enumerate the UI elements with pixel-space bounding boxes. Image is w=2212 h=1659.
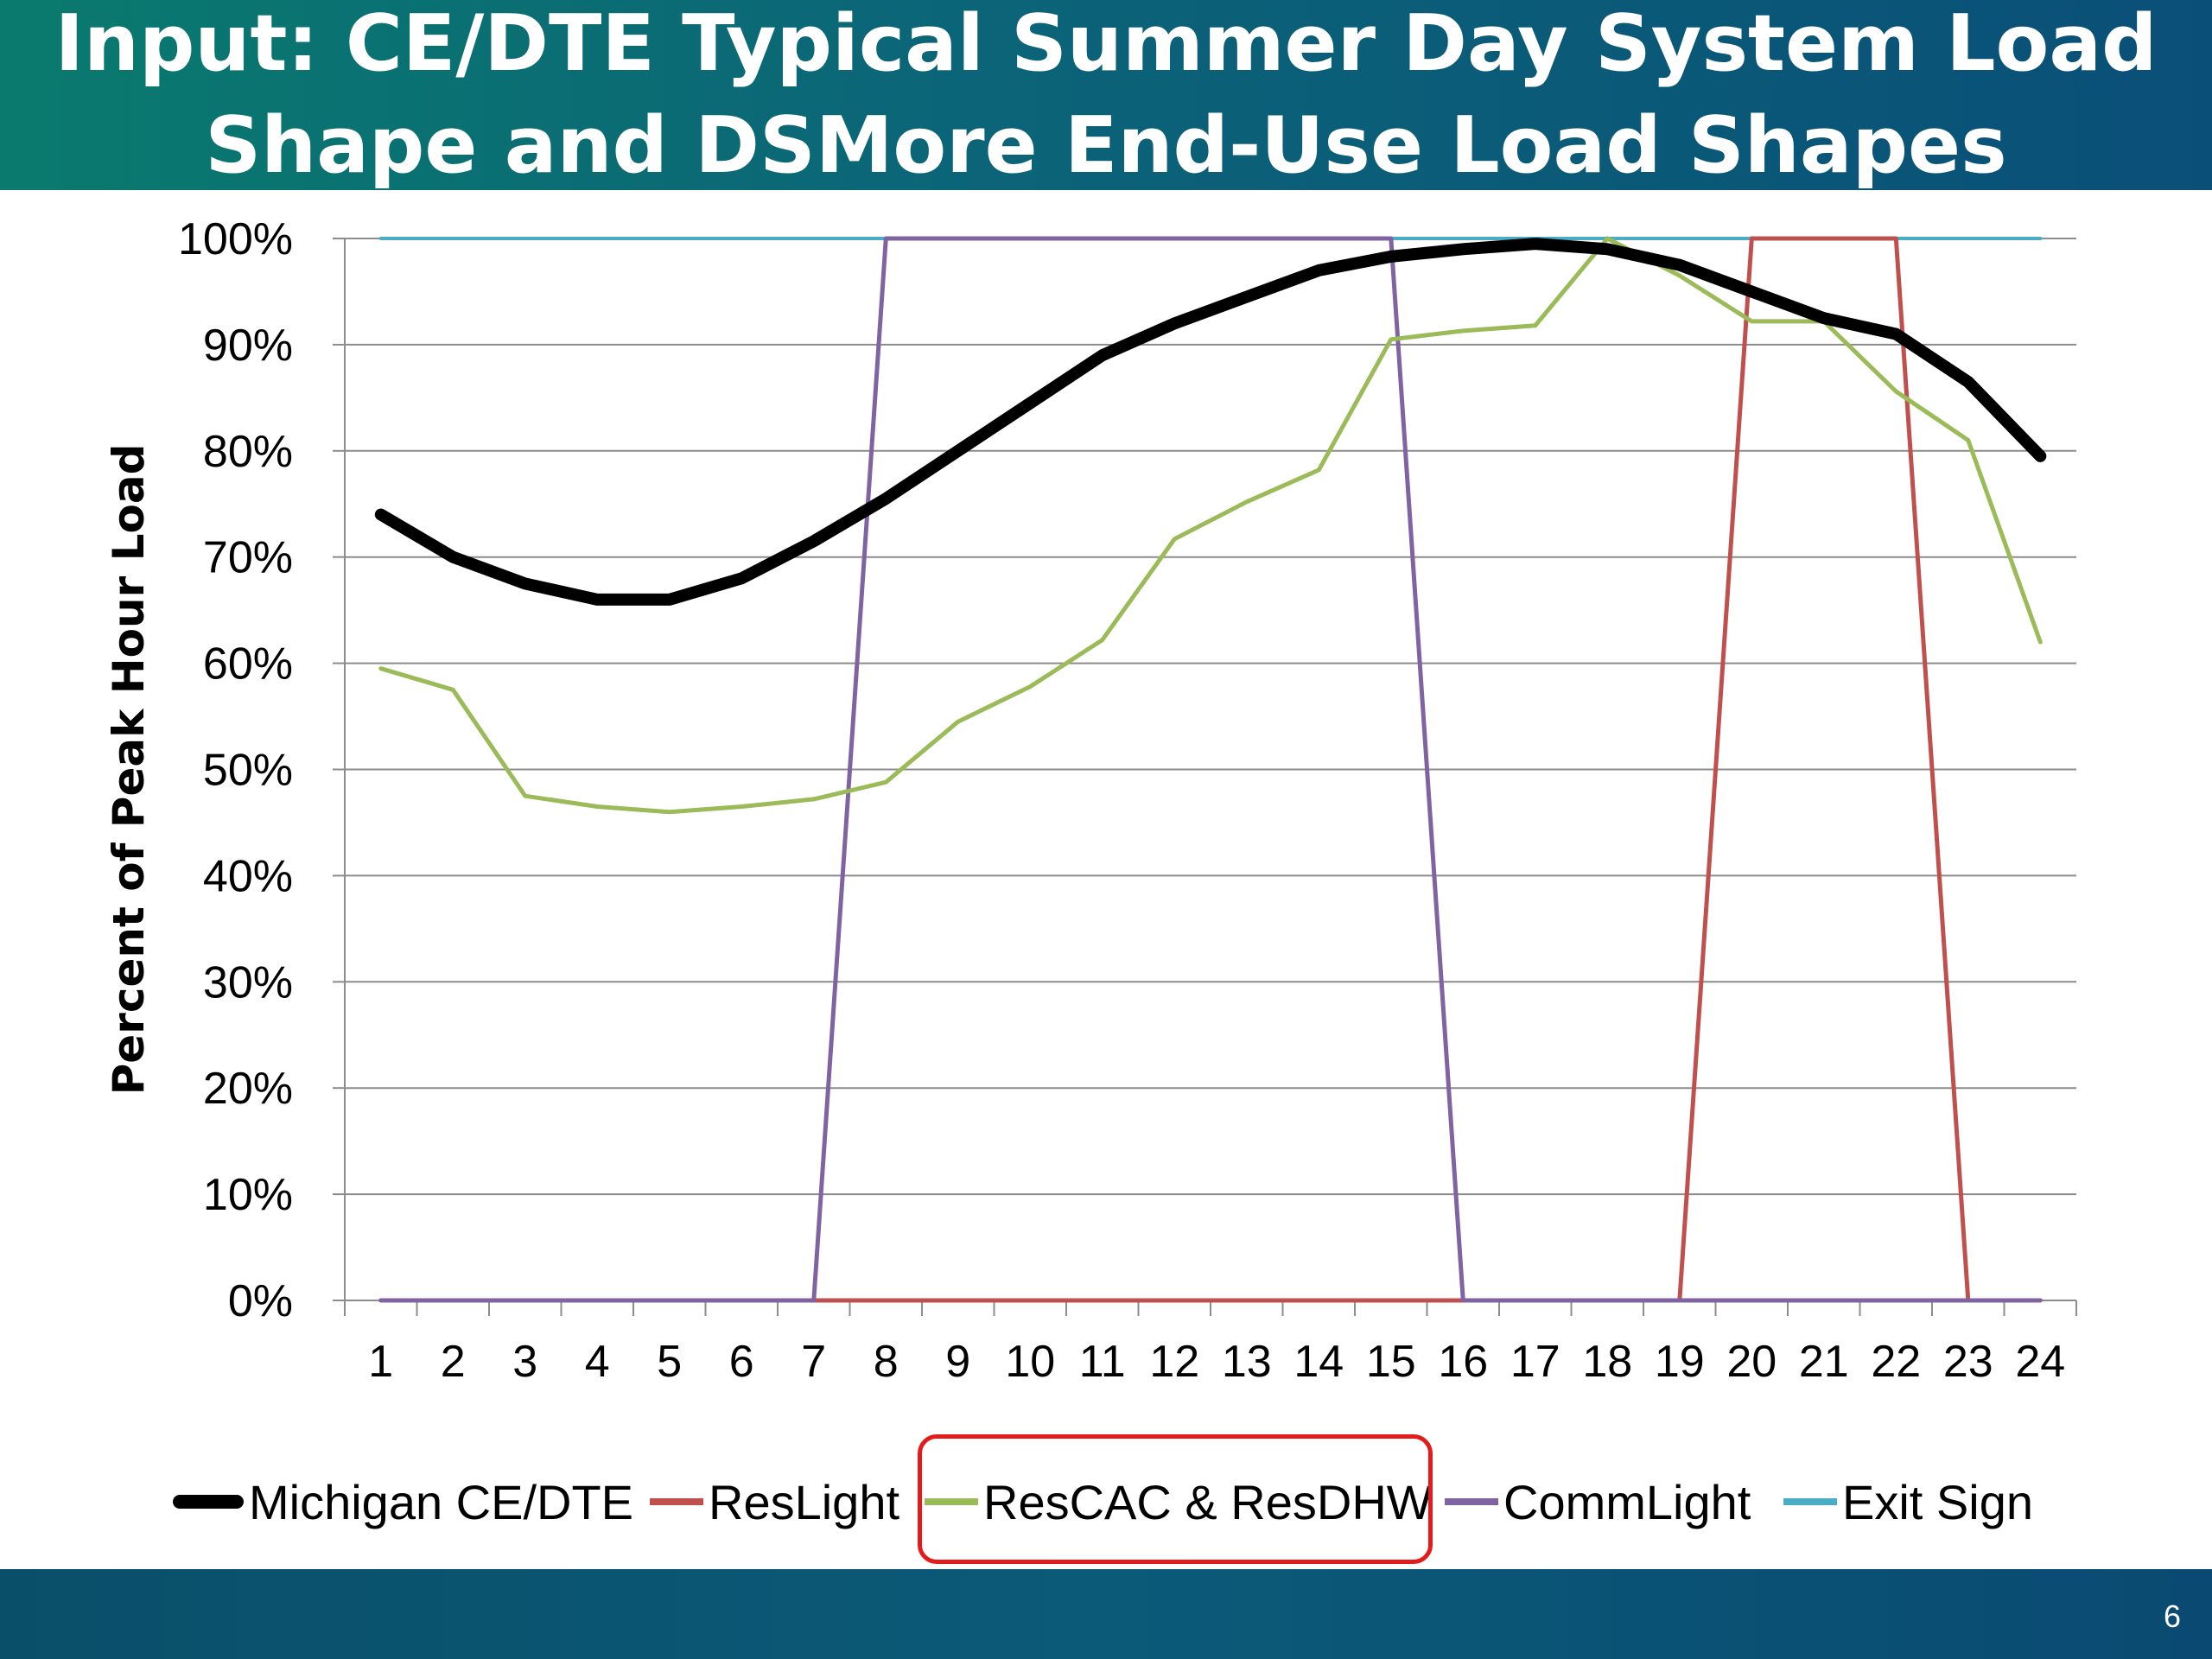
- legend-swatch: [925, 1498, 978, 1505]
- x-tick-label: 17: [1510, 1337, 1560, 1387]
- series-layer: [374, 236, 2047, 1303]
- series-line-michigan-ce-dte: [374, 238, 2047, 606]
- legend-item: ResCAC & ResDHW: [925, 1459, 1433, 1545]
- legend-label: Michigan CE/DTE: [249, 1474, 634, 1529]
- x-tick-label: 14: [1294, 1337, 1344, 1387]
- grid-lines: [345, 238, 2076, 1301]
- x-tick-label: 13: [1222, 1337, 1272, 1387]
- x-tick-label: 9: [945, 1337, 970, 1387]
- x-tick-label: 19: [1655, 1337, 1705, 1387]
- x-tick-label: 1: [368, 1337, 393, 1387]
- x-tick-label: 4: [585, 1337, 610, 1387]
- x-tick-label: 15: [1366, 1337, 1416, 1387]
- legend-label: CommLight: [1503, 1474, 1751, 1529]
- legend-swatch: [650, 1498, 703, 1505]
- y-axis-title: Percent of Peak Hour Load: [104, 444, 154, 1096]
- y-tick-label: 0%: [228, 1276, 293, 1326]
- y-tick-label: 60%: [203, 639, 293, 690]
- footer-band: [0, 1569, 2212, 1659]
- legend-swatch: [1445, 1498, 1498, 1505]
- slide-title: Input: CE/DTE Typical Summer Day System …: [0, 0, 2212, 191]
- x-tick-label: 21: [1799, 1337, 1849, 1387]
- legend-label: ResCAC & ResDHW: [983, 1474, 1433, 1529]
- legend-swatch: [1783, 1498, 1837, 1505]
- y-tick-label: 30%: [203, 957, 293, 1007]
- y-tick-label: 80%: [203, 427, 293, 477]
- x-tick-label: 3: [512, 1337, 537, 1387]
- x-tick-label: 6: [729, 1337, 754, 1387]
- x-tick-label: 7: [801, 1337, 826, 1387]
- x-tick-label: 20: [1726, 1337, 1777, 1387]
- legend-highlight-box: [918, 1434, 1433, 1564]
- chart-legend: Michigan CE/DTE ResLight ResCAC & ResDHW Co…: [0, 1459, 2212, 1545]
- legend-item: CommLight: [1445, 1459, 1751, 1545]
- series-line-commlight: [378, 236, 2043, 1303]
- y-tick-label: 50%: [203, 746, 293, 796]
- title-band: [0, 0, 2212, 190]
- axes: [333, 238, 2077, 1316]
- y-tick-label: 100%: [178, 214, 293, 264]
- x-tick-label: 16: [1438, 1337, 1488, 1387]
- y-tick-label: 20%: [203, 1064, 293, 1114]
- title-line-2: Shape and DSMore End-Use Load Shapes: [205, 100, 2007, 191]
- legend-item: Exit Sign: [1783, 1459, 2033, 1545]
- x-tick-label: 10: [1005, 1337, 1055, 1387]
- x-tick-label: 24: [2015, 1337, 2065, 1387]
- x-tick-label: 2: [441, 1337, 466, 1387]
- legend-label: Exit Sign: [1842, 1474, 2033, 1529]
- legend-item: ResLight: [650, 1459, 899, 1545]
- legend-label: ResLight: [709, 1474, 900, 1529]
- axis-labels: 0%10%20%30%40%50%60%70%80%90%100%1 2 3 4 5 6 7…: [104, 214, 2065, 1387]
- y-tick-label: 10%: [203, 1170, 293, 1220]
- title-line-1: Input: CE/DTE Typical Summer Day System …: [54, 0, 2158, 89]
- load-shape-chart: 0%10%20%30%40%50%60%70%80%90%100%1 2 3 4 5 6 7…: [104, 214, 2077, 1387]
- legend-swatch: [173, 1495, 244, 1509]
- page-number: 6: [2163, 1599, 2181, 1634]
- y-tick-label: 40%: [203, 851, 293, 901]
- legend-item: Michigan CE/DTE: [173, 1459, 633, 1545]
- y-tick-label: 70%: [203, 533, 293, 583]
- x-tick-label: 5: [657, 1337, 682, 1387]
- x-tick-label: 18: [1582, 1337, 1632, 1387]
- series-line-rescac-resdhw: [378, 236, 2043, 815]
- x-tick-label: 8: [874, 1337, 899, 1387]
- x-tick-label: 23: [1943, 1337, 1993, 1387]
- x-tick-label: 22: [1871, 1337, 1921, 1387]
- y-tick-label: 90%: [203, 321, 293, 371]
- x-tick-label: 12: [1149, 1337, 1199, 1387]
- x-tick-label: 11: [1079, 1337, 1126, 1387]
